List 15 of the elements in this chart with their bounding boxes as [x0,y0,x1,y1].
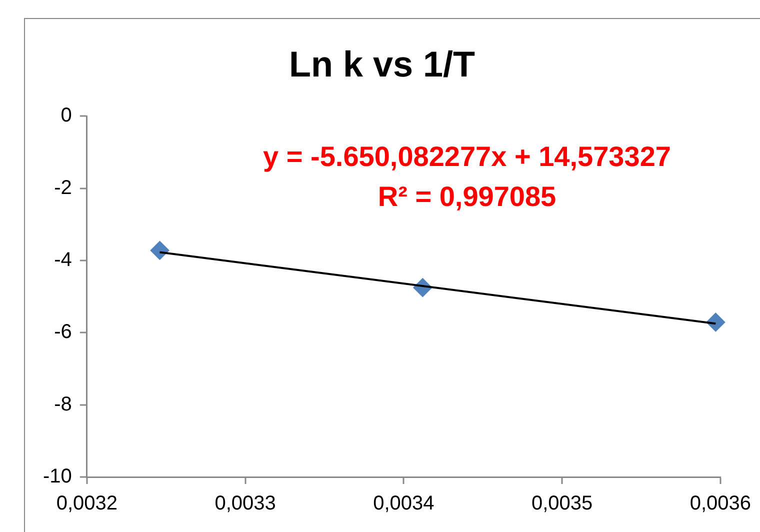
y-tick-label: -6 [54,321,72,344]
point [150,240,170,260]
chart-title: Ln k vs 1/T [288,44,476,85]
y-tick-label: 0 [60,104,72,127]
y-tick-label: -10 [43,466,72,488]
annotation: R² = 0,997085 [378,180,556,212]
annotation: y = -5.650,082277x + 14,573327 [263,140,671,172]
x-tick-label: 0,0033 [214,492,276,515]
x-tick-label: 0,0034 [373,492,434,515]
y-tick-label: -4 [54,249,72,272]
y-tick-label: -2 [54,176,72,199]
x-tick-label: 0,0036 [690,492,751,515]
x-tick-label: 0,0035 [531,492,593,515]
x-tick-label: 0,0032 [56,492,118,515]
y-tick-label: -8 [54,393,72,416]
